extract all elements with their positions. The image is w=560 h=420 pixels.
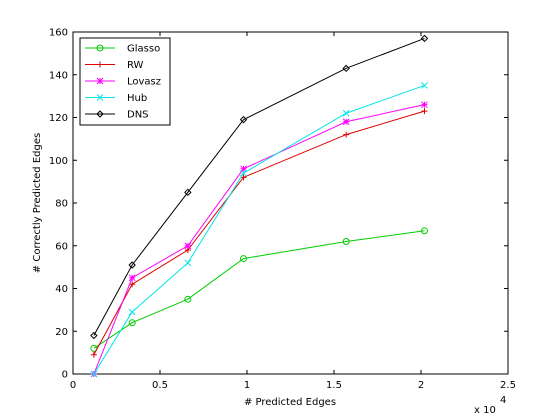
data-point-hub <box>184 259 192 267</box>
data-point-glasso <box>128 319 136 327</box>
data-point-dns <box>239 115 248 124</box>
data-point-lovasz <box>240 165 247 173</box>
y-tick-label: 20 <box>55 327 68 338</box>
data-point-glasso <box>420 227 428 235</box>
data-point-rw <box>343 131 350 138</box>
series-line-lovasz <box>93 104 425 375</box>
data-point-hub <box>342 109 350 117</box>
data-point-lovasz <box>128 274 136 282</box>
series-line-rw <box>93 110 425 356</box>
data-point-rw <box>129 281 136 288</box>
data-point-rw <box>421 108 428 115</box>
x-exponent-label: 4 <box>500 395 506 406</box>
legend-marker-lovasz <box>96 77 104 85</box>
series-hub <box>90 82 428 378</box>
legend-marker-glasso <box>96 44 104 52</box>
series-rw <box>90 108 428 358</box>
data-point-lovasz <box>342 118 350 126</box>
legend-marker-rw <box>97 61 103 68</box>
x-tick-label: 0.5 <box>152 380 168 391</box>
data-point-lovasz <box>184 242 192 250</box>
data-point-dns <box>184 188 192 197</box>
y-tick-label: 100 <box>49 156 68 167</box>
legend-label-glasso: Glasso <box>127 44 160 55</box>
x-axis-label: # Predicted Edges <box>244 397 336 408</box>
legend-entry-rw: RW <box>85 60 144 71</box>
data-point-glasso <box>184 295 192 303</box>
legend-label-dns: DNS <box>127 110 149 121</box>
data-point-rw <box>240 174 247 181</box>
data-point-lovasz <box>421 101 428 109</box>
data-point-glasso <box>342 237 350 245</box>
legend-marker-dns <box>96 110 104 118</box>
series-line-hub <box>93 84 425 375</box>
x-tick-label: 1 <box>244 380 250 391</box>
legend-label-hub: Hub <box>127 93 147 104</box>
legend-marker-hub <box>96 94 104 101</box>
y-tick-label: 120 <box>49 113 68 124</box>
data-point-rw <box>90 351 97 358</box>
x-tick-label: 2 <box>418 380 424 391</box>
y-tick-label: 80 <box>55 199 68 210</box>
axis-ticks: 0 0.5 1 1.5 2 2.5 0 20 40 60 80 100 120 140 160 <box>49 28 516 392</box>
y-tick-label: 40 <box>55 284 68 295</box>
data-point-hub <box>128 308 136 316</box>
y-tick-label: 140 <box>49 70 68 81</box>
data-point-glasso <box>240 255 248 263</box>
series-dns <box>90 34 429 340</box>
legend-entry-glasso: Glasso <box>85 44 160 55</box>
y-axis-label: # Correctly Predicted Edges <box>32 133 43 273</box>
series-line-glasso <box>93 230 425 349</box>
data-point-hub <box>421 82 428 89</box>
y-tick-label: 160 <box>49 28 68 39</box>
legend: Glasso RW Lovasz Hub DNS <box>79 37 171 126</box>
data-point-dns <box>128 261 136 269</box>
series-layer <box>90 34 429 378</box>
data-point-hub <box>240 169 247 177</box>
y-tick-label: 0 <box>62 370 68 381</box>
x-tick-label: 0 <box>70 380 76 391</box>
x-tick-label: 1.5 <box>326 380 342 391</box>
legend-entry-dns: DNS <box>85 110 149 121</box>
y-tick-label: 60 <box>55 241 68 252</box>
data-point-dns <box>342 64 350 73</box>
x-multiplier-label: x 10 <box>474 405 496 416</box>
legend-label-lovasz: Lovasz <box>127 77 161 88</box>
legend-entry-hub: Hub <box>85 93 147 104</box>
legend-entry-lovasz: Lovasz <box>85 77 161 88</box>
data-point-dns <box>90 331 98 340</box>
x-tick-label: 2.5 <box>500 380 516 391</box>
series-line-dns <box>93 37 425 336</box>
data-point-hub <box>90 370 98 378</box>
data-point-dns <box>420 34 429 43</box>
legend-label-rw: RW <box>127 60 144 71</box>
